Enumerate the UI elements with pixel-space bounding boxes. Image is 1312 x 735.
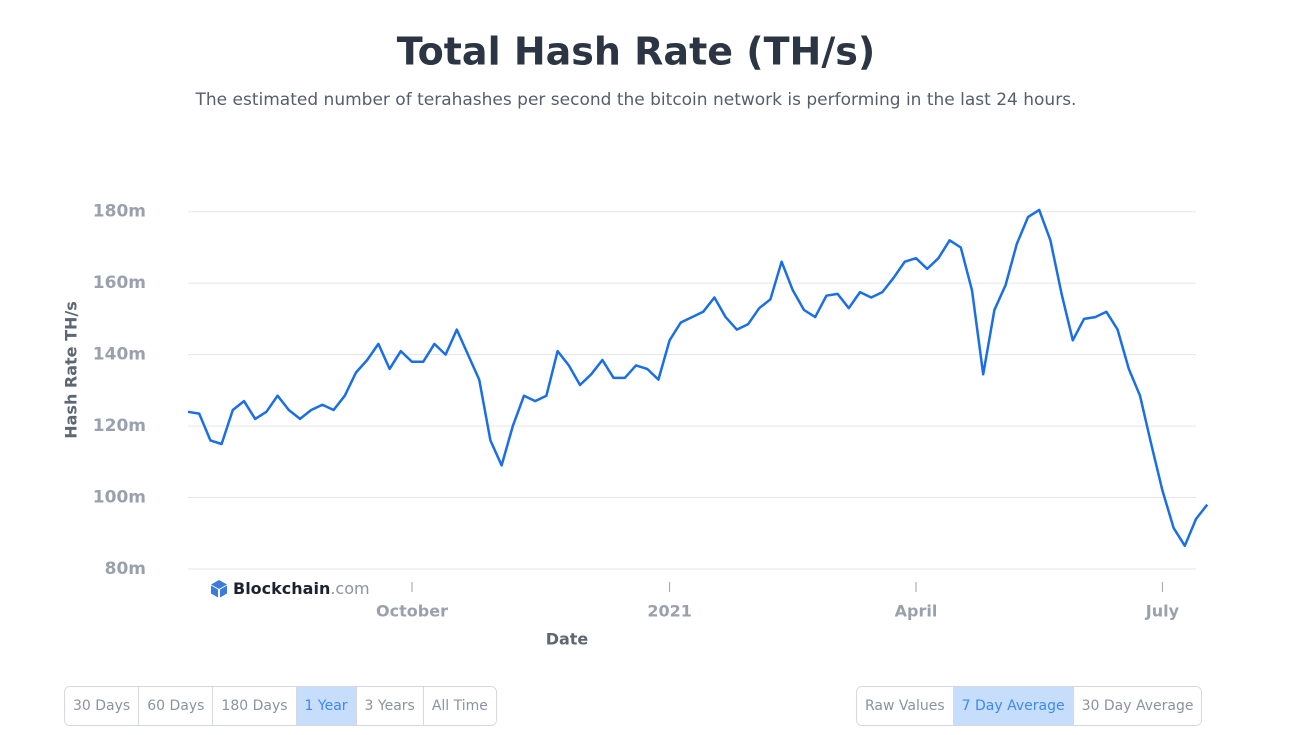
average-button[interactable]: 7 Day Average [953, 687, 1074, 725]
brand-name: Blockchain [233, 579, 330, 598]
y-tick-label: 100m [93, 488, 146, 508]
x-tick-label: July [1145, 602, 1180, 621]
average-button[interactable]: 30 Day Average [1073, 687, 1202, 725]
average-group: Raw Values 7 Day Average 30 Day Average [856, 686, 1203, 726]
x-tick-label: April [895, 602, 938, 621]
range-button[interactable]: All Time [423, 687, 496, 725]
x-tick-label: 2021 [647, 602, 692, 621]
brand-suffix: .com [330, 579, 369, 598]
y-axis-label: Hash Rate TH/s [62, 301, 81, 439]
range-button[interactable]: 30 Days [65, 687, 140, 725]
y-tick-label: 180m [93, 202, 146, 222]
chart-title: Total Hash Rate (TH/s) [397, 30, 875, 74]
range-button[interactable]: 180 Days [213, 687, 297, 725]
brand-text: Blockchain.com [233, 579, 370, 598]
brand-icon [211, 580, 227, 598]
range-button[interactable]: 1 Year [296, 687, 357, 725]
y-tick-label: 120m [93, 416, 146, 436]
x-tick-label: October [376, 602, 448, 621]
y-tick-label: 140m [93, 345, 146, 365]
range-button[interactable]: 3 Years [356, 687, 424, 725]
data-line [187, 208, 1209, 548]
x-axis-label: Date [546, 630, 589, 649]
range-button[interactable]: 60 Days [139, 687, 214, 725]
y-tick-label: 80m [105, 559, 146, 579]
chart: Total Hash Rate (TH/s) The estimated num… [62, 30, 1209, 649]
range-group: 30 Days 60 Days 180 Days 1 Year 3 Years All T… [64, 686, 497, 726]
y-tick-label: 160m [93, 273, 146, 293]
average-button[interactable]: Raw Values [857, 687, 954, 725]
chart-subtitle: The estimated number of terahashes per s… [195, 90, 1077, 110]
brand-logo: Blockchain.com [211, 579, 370, 598]
